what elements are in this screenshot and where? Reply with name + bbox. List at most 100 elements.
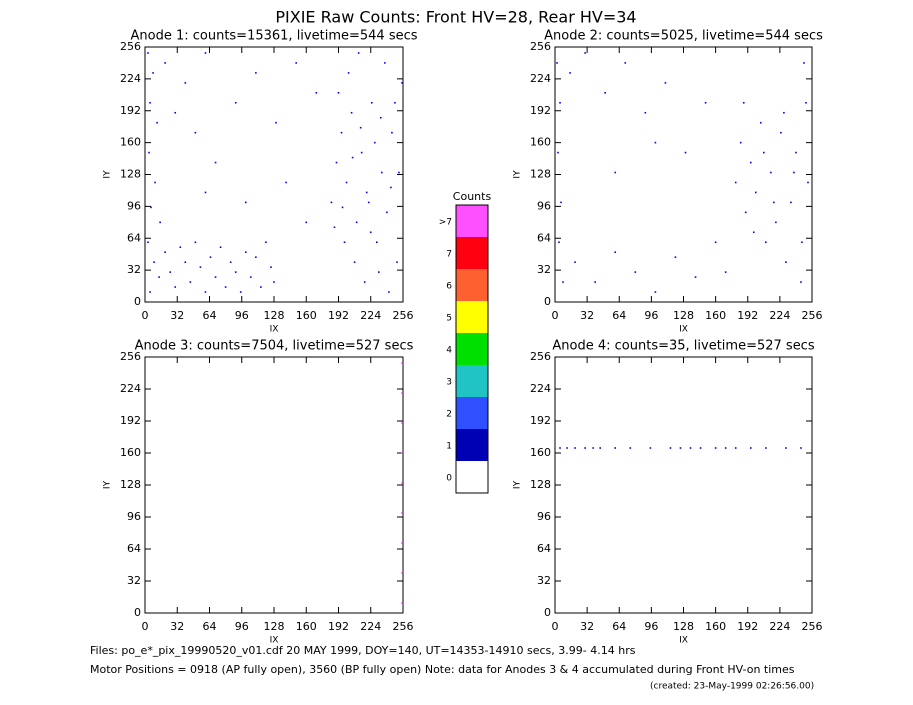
plot-frame xyxy=(144,356,404,614)
x-tick-label: 192 xyxy=(737,309,758,322)
colorbar-title: Counts xyxy=(453,190,492,203)
count-dot xyxy=(795,151,797,154)
x-tick-label: 0 xyxy=(552,620,559,633)
count-dot xyxy=(773,201,775,204)
y-axis-label: IY xyxy=(513,170,523,179)
count-dot xyxy=(684,151,687,154)
y-tick-label: 128 xyxy=(530,168,551,181)
count-dot xyxy=(790,201,792,204)
count-dot xyxy=(209,256,212,258)
count-dot xyxy=(749,447,752,449)
count-dot xyxy=(219,246,222,249)
y-tick-label: 224 xyxy=(530,72,551,85)
count-dot xyxy=(357,52,360,54)
count-dot xyxy=(699,447,702,449)
count-dot xyxy=(204,52,207,54)
y-tick-label: 96 xyxy=(537,199,551,212)
count-dot xyxy=(164,251,166,253)
count-dot xyxy=(369,231,372,234)
x-axis-label: IX xyxy=(270,636,279,646)
count-dot xyxy=(752,231,755,234)
count-dot xyxy=(350,111,353,114)
count-dot xyxy=(394,101,396,104)
count-dot xyxy=(156,121,158,124)
colorbar-segment xyxy=(456,461,488,493)
colorbar-label: 4 xyxy=(446,346,452,356)
count-dot xyxy=(634,271,637,273)
colorbar-label: >7 xyxy=(439,218,452,228)
count-dot xyxy=(388,291,390,293)
colorbar-label: 2 xyxy=(446,410,452,420)
count-dot xyxy=(150,206,152,209)
x-tick-label: 128 xyxy=(264,620,285,633)
count-dot xyxy=(558,241,560,244)
y-tick-label: 224 xyxy=(120,72,141,85)
count-dot xyxy=(689,447,692,449)
count-dot xyxy=(557,151,559,154)
x-tick-label: 160 xyxy=(705,620,726,633)
count-dot xyxy=(244,201,247,204)
count-dot xyxy=(714,447,717,449)
count-dot xyxy=(401,572,403,574)
y-tick-label: 96 xyxy=(127,510,141,523)
plot-frame xyxy=(144,46,404,303)
y-tick-label: 64 xyxy=(127,542,141,555)
panel-title: Anode 2: counts=5025, livetime=544 secs xyxy=(544,29,823,44)
y-axis-label: IY xyxy=(103,170,113,179)
count-dot xyxy=(199,266,202,268)
x-tick-label: 224 xyxy=(769,620,790,633)
count-dot xyxy=(775,221,777,224)
count-dot xyxy=(560,201,562,204)
x-tick-label: 64 xyxy=(203,309,217,322)
y-tick-label: 256 xyxy=(530,40,551,53)
colorbar-label: 5 xyxy=(446,314,452,324)
count-dot xyxy=(148,151,150,154)
plot-frame xyxy=(554,356,813,614)
y-tick-label: 256 xyxy=(120,40,141,53)
count-dot xyxy=(584,52,586,54)
count-dot xyxy=(370,101,373,104)
count-dot xyxy=(401,512,403,514)
x-tick-label: 224 xyxy=(360,620,381,633)
count-dot xyxy=(614,447,617,449)
count-dot xyxy=(614,171,617,174)
x-tick-label: 224 xyxy=(360,309,381,322)
count-dot xyxy=(800,447,802,449)
count-dot xyxy=(624,62,627,64)
y-tick-label: 32 xyxy=(127,574,141,587)
count-dot xyxy=(604,92,606,94)
footer-files: Files: po_e*_pix_19990520_v01.cdf 20 MAY… xyxy=(90,644,636,657)
count-dot xyxy=(373,141,376,144)
count-dot xyxy=(169,271,171,273)
count-dot xyxy=(801,241,803,244)
count-dot xyxy=(355,221,358,224)
count-dot xyxy=(401,362,403,364)
count-dot xyxy=(353,261,356,263)
y-tick-label: 32 xyxy=(537,574,551,587)
plot-frame xyxy=(554,46,813,303)
count-dot xyxy=(401,452,403,454)
colorbar-frame xyxy=(455,204,489,494)
count-dot xyxy=(244,251,247,253)
count-dot xyxy=(149,291,151,293)
count-dot xyxy=(649,447,652,449)
count-dot xyxy=(375,241,378,244)
count-dot xyxy=(335,161,338,164)
panel-title: Anode 3: counts=7504, livetime=527 secs xyxy=(135,339,414,354)
count-dot xyxy=(401,542,403,544)
count-dot xyxy=(599,447,601,449)
count-dot xyxy=(749,161,752,164)
count-dot xyxy=(365,191,368,194)
x-tick-label: 96 xyxy=(644,309,658,322)
y-tick-label: 160 xyxy=(530,136,551,149)
count-dot xyxy=(805,101,807,104)
count-dot xyxy=(770,171,772,174)
count-dot xyxy=(343,241,346,244)
colorbar-segment xyxy=(456,333,488,365)
count-dot xyxy=(401,392,403,394)
x-tick-label: 192 xyxy=(328,620,349,633)
count-dot xyxy=(154,181,156,184)
count-dot xyxy=(270,266,272,268)
count-dot xyxy=(739,141,742,144)
x-tick-label: 64 xyxy=(612,620,626,633)
